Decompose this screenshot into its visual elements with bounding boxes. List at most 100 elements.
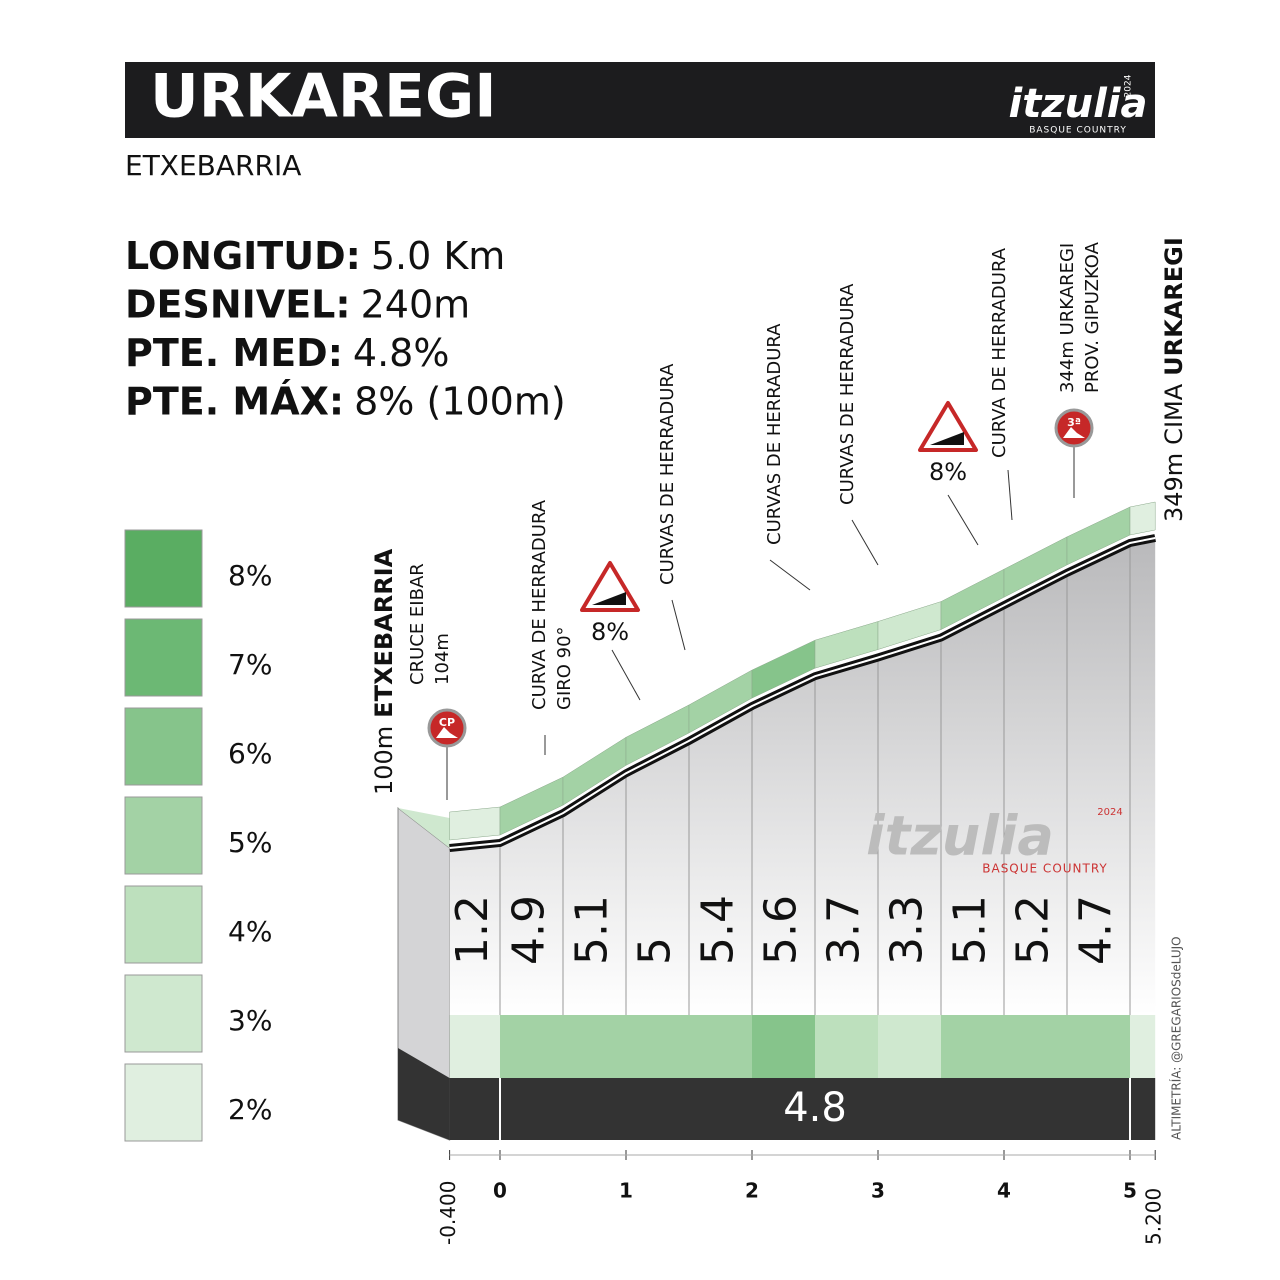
annotation-text: CURVA DE HERRADURA xyxy=(989,247,1010,458)
gradient-label: 5.1 xyxy=(567,895,618,965)
gradient-band xyxy=(1129,501,1156,536)
stat: PTE. MED: 4.8% xyxy=(125,331,449,375)
gradient-strip xyxy=(626,1015,689,1078)
logo-year: 2024 xyxy=(1124,74,1134,97)
finish-prefix: CIMA xyxy=(1160,383,1188,445)
x-tick-label: 0 xyxy=(493,1179,507,1203)
legend-swatch xyxy=(124,885,203,964)
average-bar xyxy=(449,1078,1156,1140)
leader-line xyxy=(611,649,641,701)
finish-name: URKAREGI xyxy=(1160,237,1188,376)
badge-text: CP xyxy=(439,716,455,729)
stat: DESNIVEL: 240m xyxy=(125,282,470,326)
annotation-text: CURVAS DE HERRADURA xyxy=(764,323,785,545)
stat-label: LONGITUD: xyxy=(125,234,361,278)
gradient-label: 4.7 xyxy=(1071,895,1122,965)
gradient-strip xyxy=(815,1015,878,1078)
legend-label: 4% xyxy=(228,915,272,948)
road-line-center xyxy=(449,537,1156,849)
gradient-label: 5.2 xyxy=(1008,895,1059,965)
x-tick-label: 1 xyxy=(619,1179,633,1203)
gradient-strip xyxy=(1067,1015,1130,1078)
warning-icon xyxy=(930,432,964,445)
stat-label: PTE. MED: xyxy=(125,331,343,375)
legend-swatch xyxy=(124,707,203,786)
annotation-text: GIRO 90° xyxy=(554,626,575,710)
legend-label: 3% xyxy=(228,1004,272,1037)
warning-label: 8% xyxy=(591,618,629,646)
gradient-strip xyxy=(878,1015,941,1078)
warning-icon xyxy=(592,592,626,605)
gradient-strip xyxy=(449,1015,500,1078)
gradient-strip xyxy=(941,1015,1004,1078)
gradient-label: 5 xyxy=(630,937,681,965)
legend-swatch xyxy=(124,529,203,608)
leader-line xyxy=(851,519,879,566)
gradient-label: 1.2 xyxy=(447,895,498,965)
warning-label: 8% xyxy=(929,458,967,486)
title: URKAREGI xyxy=(150,62,497,132)
leader-line xyxy=(947,494,979,546)
x-tick-label: 4 xyxy=(997,1179,1011,1203)
gradient-strip xyxy=(563,1015,626,1078)
badge-icon xyxy=(1063,427,1085,438)
legend-label: 6% xyxy=(228,737,272,770)
leader-line xyxy=(671,599,686,651)
stat-value: 5.0 Km xyxy=(371,234,505,278)
watermark-year: 2024 xyxy=(1097,807,1122,818)
legend-swatch xyxy=(124,974,203,1053)
leader-line xyxy=(769,559,811,591)
gradient-label: 5.6 xyxy=(756,895,807,965)
annotation-text: CURVA DE HERRADURA xyxy=(529,499,550,710)
x-tick-label: 5 xyxy=(1123,1179,1137,1203)
legend-label: 5% xyxy=(228,826,272,859)
stat-label: PTE. MÁX: xyxy=(125,379,344,423)
gradient-strip xyxy=(500,1015,563,1078)
watermark-logo: itzulia xyxy=(866,805,1054,868)
stat-label: DESNIVEL: xyxy=(125,282,351,326)
stat: LONGITUD: 5.0 Km xyxy=(125,234,505,278)
legend-label: 2% xyxy=(228,1093,272,1126)
gradient-label: 5.1 xyxy=(945,895,996,965)
x-tick-label: -0.400 xyxy=(436,1181,460,1245)
gradient-label: 3.3 xyxy=(882,895,933,965)
gradient-strip xyxy=(1004,1015,1067,1078)
start-label: 100m ETXEBARRIA xyxy=(370,548,398,795)
legend-swatch xyxy=(124,1063,203,1142)
gradient-label: 3.7 xyxy=(819,895,870,965)
header-bar xyxy=(125,62,1155,138)
leader-line xyxy=(1007,469,1013,521)
legend-swatch xyxy=(124,796,203,875)
gradient-strip-end xyxy=(1130,1015,1156,1078)
annotation-text: CURVAS DE HERRADURA xyxy=(657,363,678,585)
gradient-strip xyxy=(689,1015,752,1078)
annotation-text: PROV. GIPUZKOA xyxy=(1082,241,1103,393)
gradient-label: 5.4 xyxy=(693,895,744,965)
credit: ALTIMETRÍA: @GREGARIOSdeLUJO xyxy=(1169,936,1184,1140)
gradient-strip xyxy=(752,1015,815,1078)
stat-value: 8% (100m) xyxy=(354,379,566,423)
gradient-label: 4.9 xyxy=(504,895,555,965)
x-tick-label: 5.200 xyxy=(1142,1188,1166,1245)
start-name: ETXEBARRIA xyxy=(370,548,398,717)
stat: PTE. MÁX: 8% (100m) xyxy=(125,379,566,423)
legend-label: 7% xyxy=(228,648,272,681)
stat-value: 4.8% xyxy=(353,331,450,375)
stat-value: 240m xyxy=(361,282,471,326)
legend-swatch xyxy=(124,618,203,697)
subtitle: ETXEBARRIA xyxy=(125,149,301,182)
x-tick-label: 3 xyxy=(871,1179,885,1203)
gradient-band xyxy=(449,806,501,841)
side-top xyxy=(398,808,450,848)
logo: itzulia xyxy=(1008,81,1147,127)
annotation-text: CRUCE EIBAR xyxy=(407,563,428,685)
annotation-text: 344m URKAREGI xyxy=(1057,243,1078,393)
watermark-tagline: BASQUE COUNTRY xyxy=(982,862,1108,876)
badge-icon xyxy=(436,727,458,738)
finish-altitude: 349m xyxy=(1160,453,1188,522)
start-altitude: 100m xyxy=(370,726,398,795)
annotation-text: 104m xyxy=(432,633,453,685)
side-face-dark xyxy=(398,1048,450,1140)
